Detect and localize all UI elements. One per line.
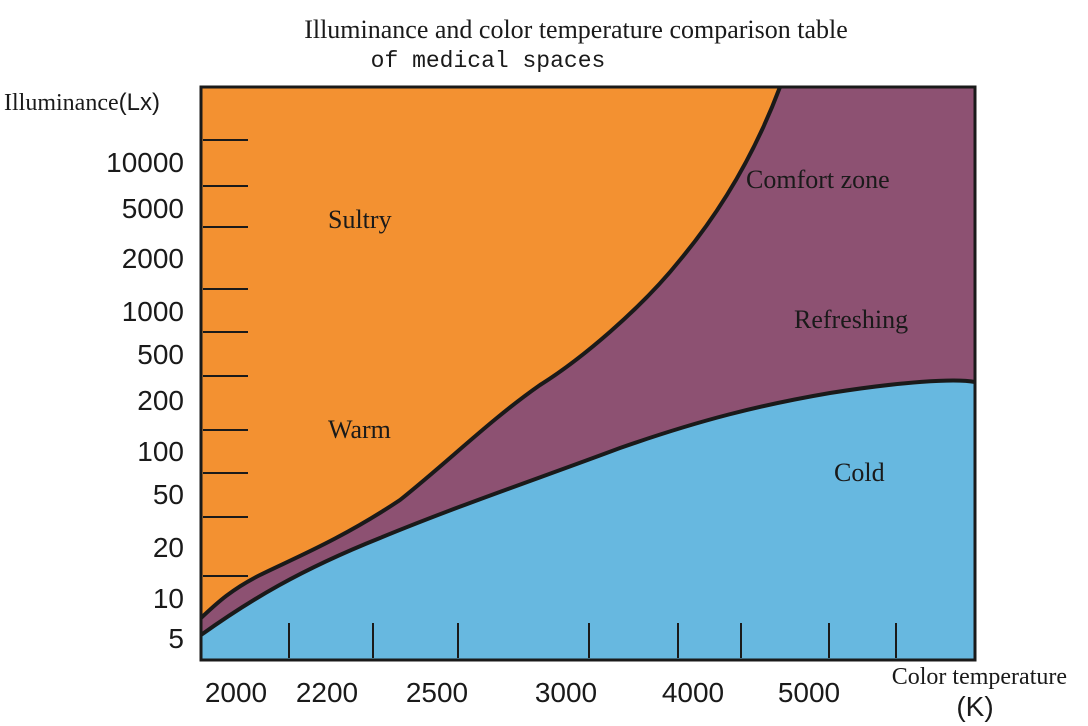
boundary-cold-upper <box>199 378 976 637</box>
x-tick-label: 5000 <box>778 677 840 708</box>
region-orange <box>201 87 780 618</box>
x-tick-label: 2200 <box>296 677 358 708</box>
y-tick-label: 10 <box>153 583 184 614</box>
x-tick-labels: 2000 2200 2500 3000 4000 5000 <box>205 677 840 708</box>
x-tick-label: 2000 <box>205 677 267 708</box>
chart-title-line1: Illuminance and color temperature compar… <box>304 15 848 44</box>
y-tick-marks <box>203 139 248 577</box>
region-label-refreshing: Refreshing <box>794 305 908 334</box>
plot-regions <box>201 87 975 660</box>
region-label-sultry: Sultry <box>328 205 392 234</box>
region-label-cold: Cold <box>834 458 885 487</box>
x-tick-label: 2500 <box>406 677 468 708</box>
y-tick-label: 1000 <box>122 296 184 327</box>
y-tick-label: 10000 <box>106 147 184 178</box>
region-label-warm: Warm <box>328 415 391 444</box>
y-tick-label: 2000 <box>122 243 184 274</box>
y-tick-label: 500 <box>137 339 184 370</box>
y-tick-label: 5000 <box>122 193 184 224</box>
y-tick-label: 200 <box>137 385 184 416</box>
y-tick-label: 20 <box>153 532 184 563</box>
y-tick-label: 50 <box>153 479 184 510</box>
y-tick-labels: 10000 5000 2000 1000 500 200 100 50 20 1… <box>106 147 184 654</box>
y-tick-label: 100 <box>137 436 184 467</box>
x-tick-label: 4000 <box>662 677 724 708</box>
y-axis-label: Illuminance(Lx) <box>4 89 160 116</box>
plot-frame <box>199 85 977 662</box>
x-tick-label: 3000 <box>535 677 597 708</box>
y-tick-label: 5 <box>168 623 184 654</box>
region-label-comfort-zone: Comfort zone <box>746 165 890 194</box>
chart-title-line2: of medical spaces <box>371 48 606 74</box>
region-labels: Sultry Warm Comfort zone Refreshing Cold <box>328 165 908 487</box>
boundary-warm-upper <box>199 86 782 620</box>
x-axis-label: Color temperature <box>892 664 1067 690</box>
x-axis-unit: (K) <box>956 691 993 722</box>
x-tick-marks <box>288 623 897 658</box>
